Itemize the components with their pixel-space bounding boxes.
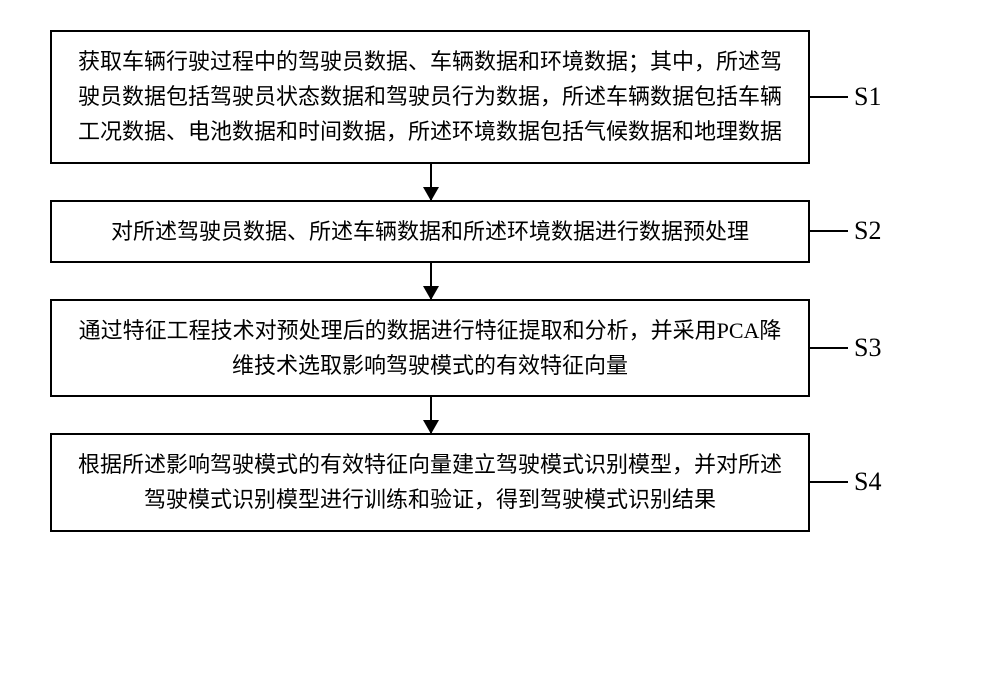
step-box-1: 获取车辆行驶过程中的驾驶员数据、车辆数据和环境数据；其中，所述驾驶员数据包括驾驶… bbox=[50, 30, 810, 164]
step-label-3: S3 bbox=[854, 333, 881, 363]
step-row-1: 获取车辆行驶过程中的驾驶员数据、车辆数据和环境数据；其中，所述驾驶员数据包括驾驶… bbox=[50, 30, 950, 164]
label-connector-1 bbox=[810, 96, 848, 98]
step-label-2: S2 bbox=[854, 216, 881, 246]
arrow-icon bbox=[423, 187, 439, 201]
step-box-2: 对所述驾驶员数据、所述车辆数据和所述环境数据进行数据预处理 bbox=[50, 200, 810, 263]
flowchart-container: 获取车辆行驶过程中的驾驶员数据、车辆数据和环境数据；其中，所述驾驶员数据包括驾驶… bbox=[50, 30, 950, 532]
connector-3-4 bbox=[430, 397, 432, 433]
label-connector-2 bbox=[810, 230, 848, 232]
label-connector-3 bbox=[810, 347, 848, 349]
step-text-3: 通过特征工程技术对预处理后的数据进行特征提取和分析，并采用PCA降维技术选取影响… bbox=[72, 313, 788, 383]
label-connector-4 bbox=[810, 481, 848, 483]
step-text-2: 对所述驾驶员数据、所述车辆数据和所述环境数据进行数据预处理 bbox=[111, 214, 749, 249]
step-box-4: 根据所述影响驾驶模式的有效特征向量建立驾驶模式识别模型，并对所述驾驶模式识别模型… bbox=[50, 433, 810, 531]
step-box-3: 通过特征工程技术对预处理后的数据进行特征提取和分析，并采用PCA降维技术选取影响… bbox=[50, 299, 810, 397]
step-row-4: 根据所述影响驾驶模式的有效特征向量建立驾驶模式识别模型，并对所述驾驶模式识别模型… bbox=[50, 433, 950, 531]
step-text-1: 获取车辆行驶过程中的驾驶员数据、车辆数据和环境数据；其中，所述驾驶员数据包括驾驶… bbox=[72, 44, 788, 150]
arrow-icon bbox=[423, 286, 439, 300]
step-row-2: 对所述驾驶员数据、所述车辆数据和所述环境数据进行数据预处理 S2 bbox=[50, 200, 950, 263]
step-text-4: 根据所述影响驾驶模式的有效特征向量建立驾驶模式识别模型，并对所述驾驶模式识别模型… bbox=[72, 447, 788, 517]
connector-2-3 bbox=[430, 263, 432, 299]
connector-1-2 bbox=[430, 164, 432, 200]
step-label-4: S4 bbox=[854, 467, 881, 497]
step-label-1: S1 bbox=[854, 82, 881, 112]
step-row-3: 通过特征工程技术对预处理后的数据进行特征提取和分析，并采用PCA降维技术选取影响… bbox=[50, 299, 950, 397]
arrow-icon bbox=[423, 420, 439, 434]
